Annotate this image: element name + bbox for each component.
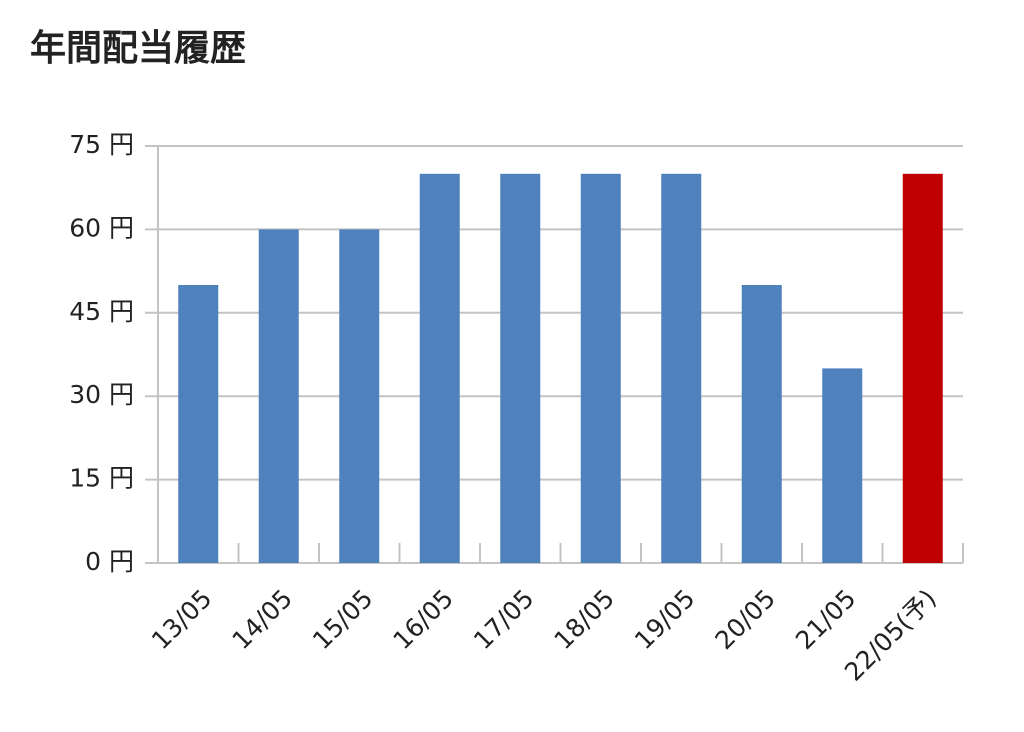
bar [741,285,782,563]
bar [500,173,541,564]
y-tick-label: 75 円 [69,130,134,159]
bar [419,173,460,564]
bar [661,173,702,564]
x-tick-label: 15/05 [307,584,378,655]
y-tick-label: 0 円 [85,547,134,576]
bar [178,285,219,563]
x-tick-label: 18/05 [548,584,619,655]
y-tick-label: 30 円 [69,380,134,409]
bar [258,229,299,563]
bar [339,229,380,563]
x-tick-label: 19/05 [629,584,700,655]
y-tick-label: 60 円 [69,213,134,242]
y-tick-label: 15 円 [69,464,134,493]
x-tick-label: 13/05 [146,584,217,655]
x-tick-label: 21/05 [790,584,861,655]
y-tick-label: 45 円 [69,297,134,326]
x-tick-label: 16/05 [387,584,458,655]
chart-title: 年間配当履歴 [30,28,246,69]
bar [580,173,621,564]
bar [822,368,863,563]
x-tick-label: 14/05 [226,584,297,655]
x-tick-label: 17/05 [468,584,539,655]
x-tick-label: 20/05 [709,584,780,655]
bar [902,173,943,564]
